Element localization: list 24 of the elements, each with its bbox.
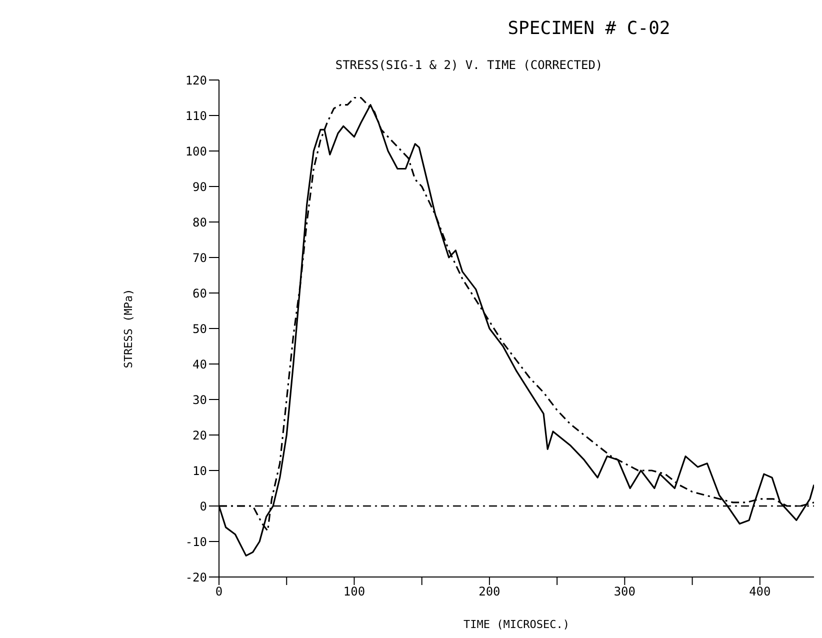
x-tick-label: 400 <box>749 584 771 599</box>
x-tick-label: 300 <box>614 584 636 599</box>
y-tick-label: 80 <box>192 215 207 230</box>
y-tick-label: 120 <box>185 73 207 88</box>
chart-subtitle: STRESS(SIG-1 & 2) V. TIME (CORRECTED) <box>334 58 604 72</box>
y-tick-label: 60 <box>192 286 207 300</box>
x-tick-label: 100 <box>343 584 366 599</box>
y-tick-label: 40 <box>192 357 207 372</box>
y-tick-label: 50 <box>192 322 207 336</box>
y-tick-label: 20 <box>192 428 207 442</box>
y-tick-label: 70 <box>192 250 207 265</box>
y-tick-label: 10 <box>192 464 207 478</box>
y-tick-label: 90 <box>192 180 207 194</box>
y-tick-label: -10 <box>185 534 207 549</box>
chart-title: SPECIMEN # C-02 <box>506 18 672 39</box>
y-axis-title: STRESS (MPa) <box>122 288 135 368</box>
y-tick-label: 30 <box>192 392 207 407</box>
y-tick-label: -20 <box>185 570 207 584</box>
y-tick-label: 100 <box>185 144 207 158</box>
x-tick-label: 0 <box>215 584 223 599</box>
y-tick-label: 110 <box>185 108 207 123</box>
x-axis-title: TIME (MICROSEC.) <box>464 618 570 631</box>
x-tick-label: 200 <box>478 584 500 599</box>
y-tick-label: 0 <box>200 499 207 514</box>
